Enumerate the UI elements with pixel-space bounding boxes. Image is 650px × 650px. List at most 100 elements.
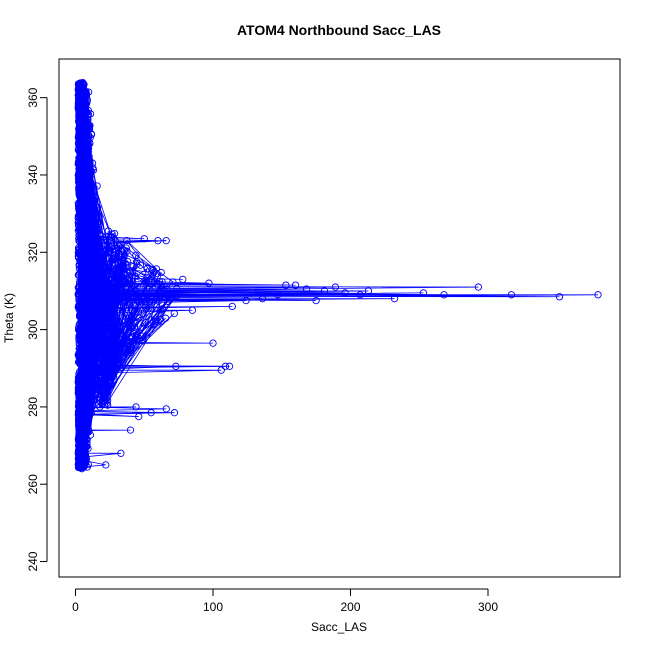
data-point xyxy=(148,266,156,274)
data-point xyxy=(87,339,95,347)
data-point xyxy=(89,361,97,369)
data-point xyxy=(109,333,117,341)
data-point xyxy=(84,396,92,405)
data-point xyxy=(167,293,175,301)
data-point xyxy=(87,213,95,221)
data-point xyxy=(99,355,107,364)
data-point xyxy=(135,314,143,322)
chart-title: ATOM4 Northbound Sacc_LAS xyxy=(237,22,441,38)
excursion-line xyxy=(83,452,121,458)
data-point xyxy=(123,283,131,292)
y-tick-label: 320 xyxy=(26,242,40,262)
data-point xyxy=(100,397,109,406)
excursion-line xyxy=(88,288,307,294)
data-point xyxy=(94,324,102,332)
data-point xyxy=(89,232,97,241)
y-axis: 240 260 280 300 320 340 360 xyxy=(26,87,48,572)
data-point xyxy=(81,228,89,236)
data-point xyxy=(79,224,87,233)
data-point xyxy=(79,261,87,269)
y-tick-label: 240 xyxy=(26,551,40,571)
data-point xyxy=(75,283,83,292)
data-point xyxy=(142,319,150,327)
data-point xyxy=(144,279,152,287)
data-point xyxy=(92,333,101,342)
excursion-line xyxy=(82,411,152,416)
data-point xyxy=(157,268,165,277)
data-point xyxy=(116,240,124,249)
data-point xyxy=(85,220,93,228)
outlier-point xyxy=(390,295,399,303)
data-point xyxy=(158,305,166,313)
data-point xyxy=(81,144,89,152)
excursion-line xyxy=(85,429,131,432)
data-point xyxy=(105,246,113,254)
data-point xyxy=(102,375,111,383)
excursion-line xyxy=(84,277,183,280)
data-point xyxy=(75,431,83,439)
data-point xyxy=(112,342,120,350)
data-point xyxy=(133,335,141,344)
data-point xyxy=(143,273,151,282)
data-point xyxy=(75,387,83,395)
data-point xyxy=(83,302,91,310)
outlier-point xyxy=(291,281,300,289)
excursion-line xyxy=(83,300,247,305)
data-point xyxy=(101,308,109,316)
data-point xyxy=(86,220,95,228)
data-point xyxy=(78,463,86,471)
data-point xyxy=(163,285,171,293)
outlier-point xyxy=(356,291,364,299)
data-point xyxy=(116,327,125,335)
outlier-point xyxy=(135,412,143,421)
data-point xyxy=(75,187,83,196)
data-point xyxy=(76,147,84,155)
data-point xyxy=(101,265,109,273)
data-point xyxy=(122,336,131,344)
data-point xyxy=(76,269,84,278)
data-point xyxy=(95,213,103,221)
data-point xyxy=(82,189,90,197)
data-point xyxy=(82,404,90,413)
data-point xyxy=(75,456,83,464)
excursion-line xyxy=(88,306,233,310)
outlier-point xyxy=(419,289,428,297)
data-point xyxy=(115,242,123,250)
outlier-point xyxy=(364,287,373,295)
data-point xyxy=(81,388,90,397)
outlier-point xyxy=(154,237,162,245)
y-tick-label: 360 xyxy=(26,87,40,107)
data-point xyxy=(117,266,125,274)
outlier-point xyxy=(217,366,225,374)
data-point xyxy=(75,353,84,361)
outlier-point xyxy=(312,296,320,305)
outlier-point xyxy=(205,279,213,287)
data-point xyxy=(78,127,86,135)
data-point xyxy=(112,350,120,359)
data-point xyxy=(85,124,93,132)
data-point xyxy=(79,411,88,419)
data-point xyxy=(80,154,88,163)
data-point xyxy=(159,293,167,302)
data-point xyxy=(108,233,116,242)
data-point xyxy=(82,87,90,96)
data-point xyxy=(90,203,98,211)
data-point xyxy=(123,236,131,245)
data-point xyxy=(94,314,103,323)
data-point xyxy=(76,237,84,245)
data-point xyxy=(120,246,129,255)
data-point xyxy=(75,411,83,419)
data-point xyxy=(125,280,133,288)
data-point xyxy=(141,303,150,312)
data-point xyxy=(95,241,104,249)
excursion-line xyxy=(83,413,139,417)
y-tick-label: 280 xyxy=(26,397,40,417)
data-point xyxy=(78,410,86,418)
data-point xyxy=(75,118,83,127)
data-point xyxy=(84,243,92,251)
data-point xyxy=(82,184,91,193)
data-point xyxy=(117,262,126,270)
outlier-point xyxy=(242,296,250,305)
data-point xyxy=(134,298,143,306)
